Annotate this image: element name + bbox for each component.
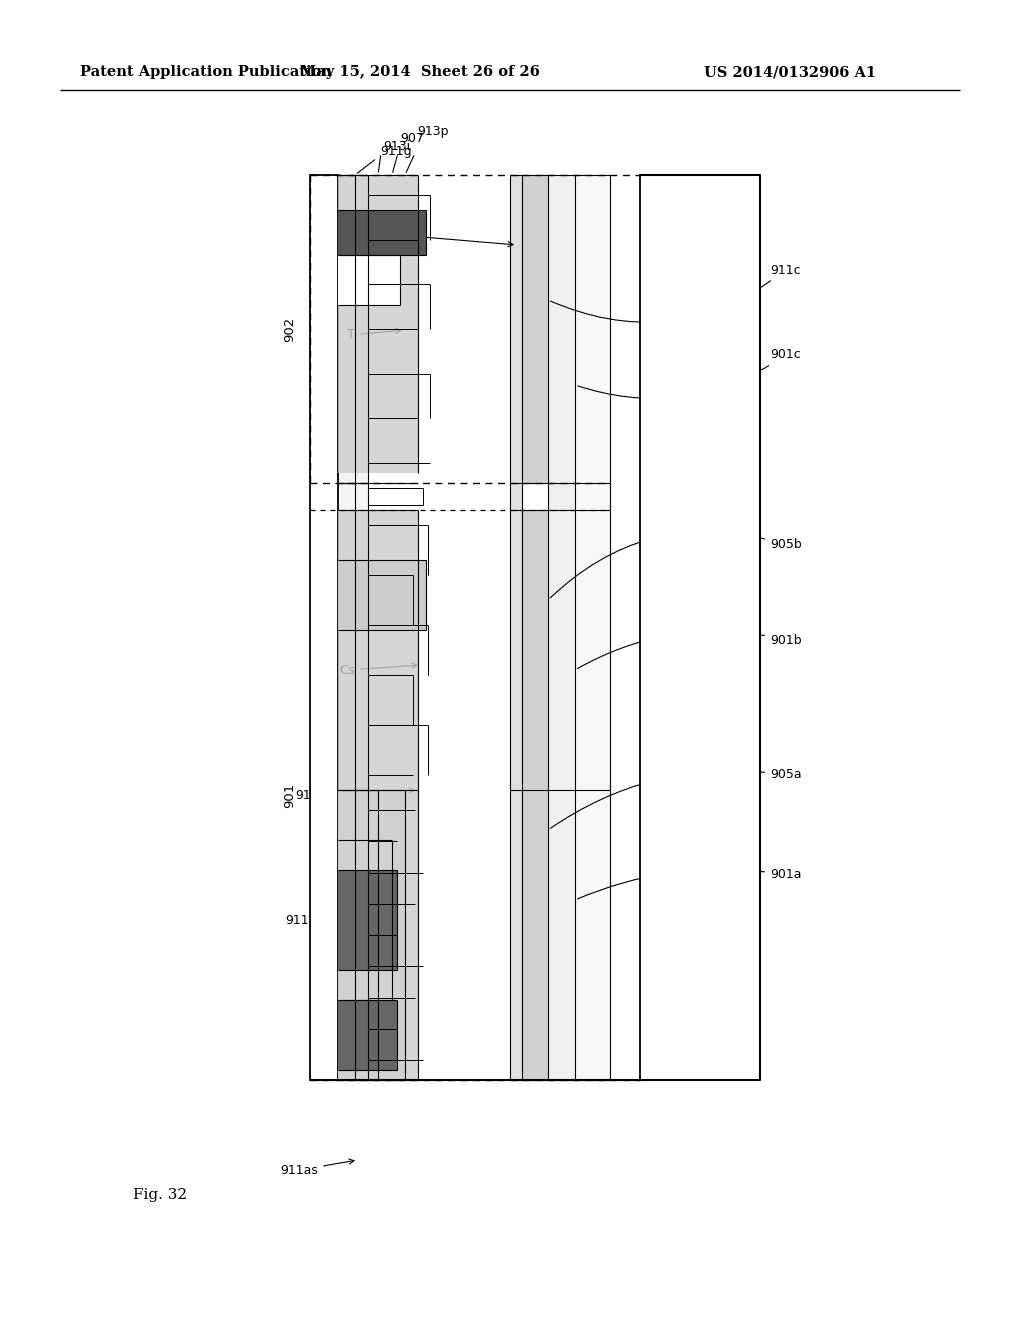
Bar: [338, 176, 418, 473]
Bar: [338, 176, 368, 1080]
Bar: [338, 483, 355, 510]
Bar: [338, 176, 355, 483]
Text: 905b: 905b: [550, 532, 802, 598]
Text: 902: 902: [284, 317, 297, 342]
Text: 911as: 911as: [281, 1159, 354, 1176]
Bar: [510, 176, 522, 1080]
Text: 911g: 911g: [380, 145, 412, 158]
Bar: [418, 176, 510, 1080]
Text: 901b: 901b: [578, 631, 802, 669]
Bar: [338, 789, 355, 1080]
Text: 913p: 913p: [417, 125, 449, 139]
Text: 911ad: 911ad: [286, 908, 388, 927]
Bar: [522, 510, 548, 789]
Text: 901a: 901a: [578, 869, 802, 899]
Bar: [310, 176, 338, 1080]
Text: 917pix: 917pix: [296, 788, 414, 801]
Bar: [338, 510, 418, 1080]
Bar: [338, 255, 400, 305]
Text: 901c: 901c: [578, 348, 801, 399]
Bar: [640, 176, 760, 1080]
Bar: [310, 176, 760, 1080]
Bar: [338, 560, 426, 630]
Bar: [338, 1001, 397, 1071]
Bar: [338, 789, 378, 1080]
Bar: [522, 789, 548, 1080]
Bar: [522, 176, 548, 483]
Bar: [338, 789, 406, 1080]
Bar: [548, 176, 575, 1080]
Bar: [338, 510, 355, 789]
Text: T: T: [347, 329, 401, 342]
Text: I': I': [325, 528, 332, 541]
Text: 905a: 905a: [550, 768, 802, 829]
Text: 917c: 917c: [325, 223, 513, 247]
Text: 911c: 911c: [551, 264, 801, 322]
Text: US 2014/0132906 A1: US 2014/0132906 A1: [703, 65, 877, 79]
Text: 907: 907: [400, 132, 424, 145]
Bar: [338, 840, 392, 1001]
Text: 913i: 913i: [383, 140, 411, 153]
Text: I: I: [325, 994, 328, 1006]
Bar: [338, 210, 426, 255]
Bar: [338, 870, 397, 970]
Text: May 15, 2014  Sheet 26 of 26: May 15, 2014 Sheet 26 of 26: [300, 65, 540, 79]
Text: Cs: Cs: [339, 663, 417, 676]
Text: Patent Application Publication: Patent Application Publication: [80, 65, 332, 79]
Text: Fig. 32: Fig. 32: [133, 1188, 187, 1203]
Text: TFT: TFT: [311, 1019, 367, 1036]
Bar: [575, 176, 610, 1080]
Text: 901: 901: [284, 783, 297, 808]
